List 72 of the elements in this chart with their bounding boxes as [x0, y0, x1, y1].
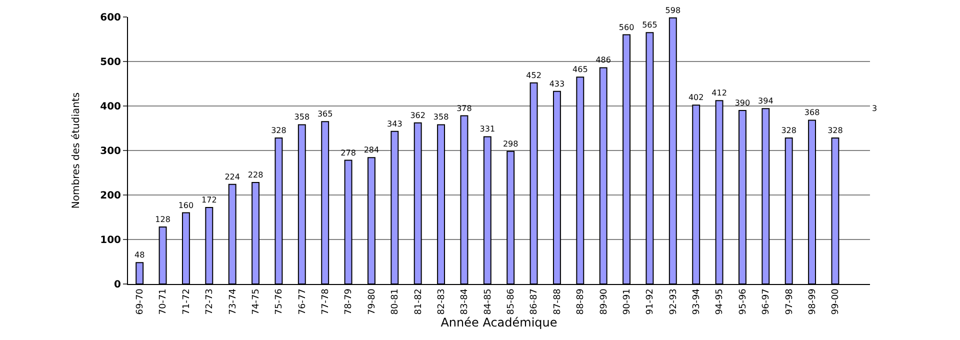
- y-tick-label: 100: [100, 235, 122, 246]
- data-label: 394: [758, 96, 774, 106]
- x-tick-label: 93-94: [692, 288, 702, 315]
- data-label: 358: [294, 112, 310, 122]
- x-tick-label: 88-89: [576, 288, 586, 315]
- x-tick-label: 75-76: [274, 288, 285, 315]
- data-label: 368: [804, 108, 820, 118]
- y-axis-title: Nombres des étudiants: [71, 92, 82, 209]
- x-tick-label: 85-86: [506, 288, 517, 315]
- x-tick-label: 84-85: [483, 288, 494, 315]
- x-tick-label: 83-84: [460, 288, 470, 315]
- data-label: 328: [781, 126, 796, 136]
- data-label: 486: [596, 56, 611, 65]
- data-label: 224: [224, 172, 240, 182]
- x-tick-label: 69-70: [136, 288, 146, 315]
- data-label: 390: [734, 98, 750, 108]
- data-label: 128: [155, 215, 170, 224]
- data-label: 598: [665, 6, 681, 15]
- data-label: 365: [317, 110, 333, 119]
- y-tick-label: 400: [100, 102, 122, 112]
- x-tick-label: 94-95: [715, 288, 726, 315]
- data-label: 160: [178, 200, 194, 210]
- x-tick-label: 81-82: [414, 288, 424, 315]
- data-label: 172: [202, 195, 217, 204]
- data-label: 331: [480, 124, 496, 134]
- data-label: 560: [618, 22, 634, 32]
- data-label: 402: [688, 93, 704, 102]
- data-label: 362: [410, 110, 426, 120]
- data-label: 412: [712, 88, 727, 98]
- data-label: 465: [572, 65, 588, 74]
- x-tick-label: 70-71: [158, 288, 169, 315]
- data-label: 343: [387, 119, 402, 128]
- data-label: 284: [364, 146, 380, 155]
- x-tick-label: 91-92: [646, 288, 656, 315]
- x-tick-label: 71-72: [182, 288, 192, 315]
- x-tick-label: 77-78: [321, 288, 332, 315]
- data-label: 48: [134, 250, 145, 260]
- x-tick-label: 92-93: [668, 288, 679, 315]
- x-tick-label: 89-90: [599, 288, 610, 315]
- data-label: 452: [526, 70, 542, 80]
- data-label: 378: [456, 104, 472, 113]
- x-tick-label: 96-97: [762, 288, 772, 315]
- data-label: 228: [248, 170, 264, 180]
- data-label: 328: [828, 126, 843, 136]
- data-label: 278: [340, 148, 356, 158]
- x-tick-label: 82-83: [436, 288, 447, 315]
- y-tick-label: 200: [100, 190, 122, 202]
- y-tick-label: 0: [114, 280, 122, 290]
- data-label: 298: [502, 139, 518, 148]
- x-tick-label: 79-80: [367, 288, 378, 315]
- x-tick-label: 72-73: [205, 288, 216, 315]
- data-label: 565: [642, 20, 658, 30]
- y-tick-label: 300: [100, 146, 122, 157]
- x-tick-label: 95-96: [738, 288, 748, 315]
- x-tick-label: 99-00: [831, 288, 842, 315]
- x-tick-label: 97-98: [784, 288, 795, 315]
- x-tick-label: 80-81: [390, 288, 401, 315]
- text: 3: [872, 104, 878, 113]
- data-label: 433: [549, 79, 565, 88]
- x-tick-label: 76-77: [298, 288, 308, 315]
- y-tick-label: 500: [100, 57, 122, 68]
- x-tick-label: 73-74: [228, 288, 238, 315]
- y-tick-label: 600: [100, 12, 122, 24]
- x-tick-label: 78-79: [344, 288, 354, 315]
- x-tick-label: 74-75: [251, 288, 262, 315]
- x-tick-label: 90-91: [622, 288, 632, 315]
- x-tick-label: 98-99: [808, 288, 818, 315]
- data-label: 328: [271, 126, 286, 136]
- x-tick-label: 86-87: [530, 288, 540, 315]
- data-label: 358: [433, 112, 449, 122]
- x-axis-title: Année Académique: [440, 316, 558, 330]
- x-tick-label: 87-88: [552, 288, 563, 315]
